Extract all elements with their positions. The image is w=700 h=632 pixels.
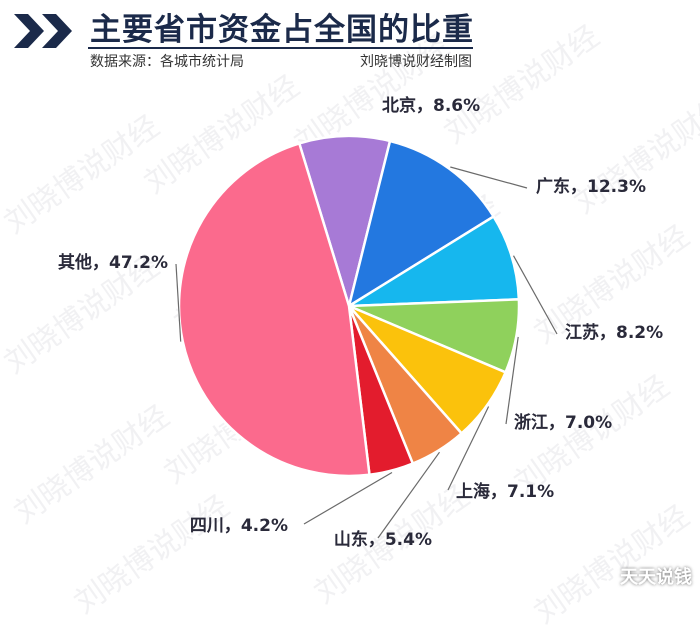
- corner-watermark: 天天说钱: [620, 567, 692, 588]
- slice-label-5: 上海，7.1%: [456, 481, 554, 502]
- slice-label-1: 北京，8.6%: [382, 95, 480, 116]
- chevron-double-right-icon: [14, 14, 72, 48]
- chart-title: 主要省市资金占全国的比重: [90, 12, 474, 48]
- slice-label-3: 江苏，8.2%: [565, 322, 663, 343]
- leader-line-7: [303, 471, 393, 525]
- slice-label-2: 广东，12.3%: [536, 176, 646, 197]
- slice-label-4: 浙江，7.0%: [514, 412, 612, 433]
- leader-line-4: [505, 336, 519, 425]
- chart-credit: 刘晓博说财经制图: [360, 54, 472, 70]
- pie-slice-3: [344, 214, 521, 308]
- leader-line-3: [512, 255, 558, 335]
- pie-slice-8: [177, 141, 371, 478]
- pie-chart: 北京，8.6% 广东，12.3% 江苏，8.2% 浙江，7.0% 上海，7.1% 山东，5…: [58, 95, 663, 550]
- slice-label-6: 山东，5.4%: [334, 529, 432, 550]
- data-source: 数据来源：各城市统计局: [90, 54, 244, 70]
- slice-label-7: 四川，4.2%: [190, 516, 288, 536]
- slice-labels: 北京，8.6% 广东，12.3% 江苏，8.2% 浙江，7.0% 上海，7.1% 山东，5…: [58, 95, 663, 550]
- pie-slice-1: [297, 134, 392, 311]
- leader-line-5: [447, 406, 490, 491]
- pie-slices: [177, 134, 521, 478]
- header: 主要省市资金占全国的比重 数据来源：各城市统计局 刘晓博说财经制图: [0, 0, 700, 80]
- leader-line-6: [377, 451, 440, 539]
- leader-line-2: [450, 166, 528, 189]
- leader-line-8: [175, 263, 182, 342]
- title-underline: [88, 47, 473, 49]
- leader-lines: [175, 166, 558, 539]
- slice-label-8: 其他，47.2%: [58, 252, 168, 273]
- pie-slice-2: [347, 139, 496, 309]
